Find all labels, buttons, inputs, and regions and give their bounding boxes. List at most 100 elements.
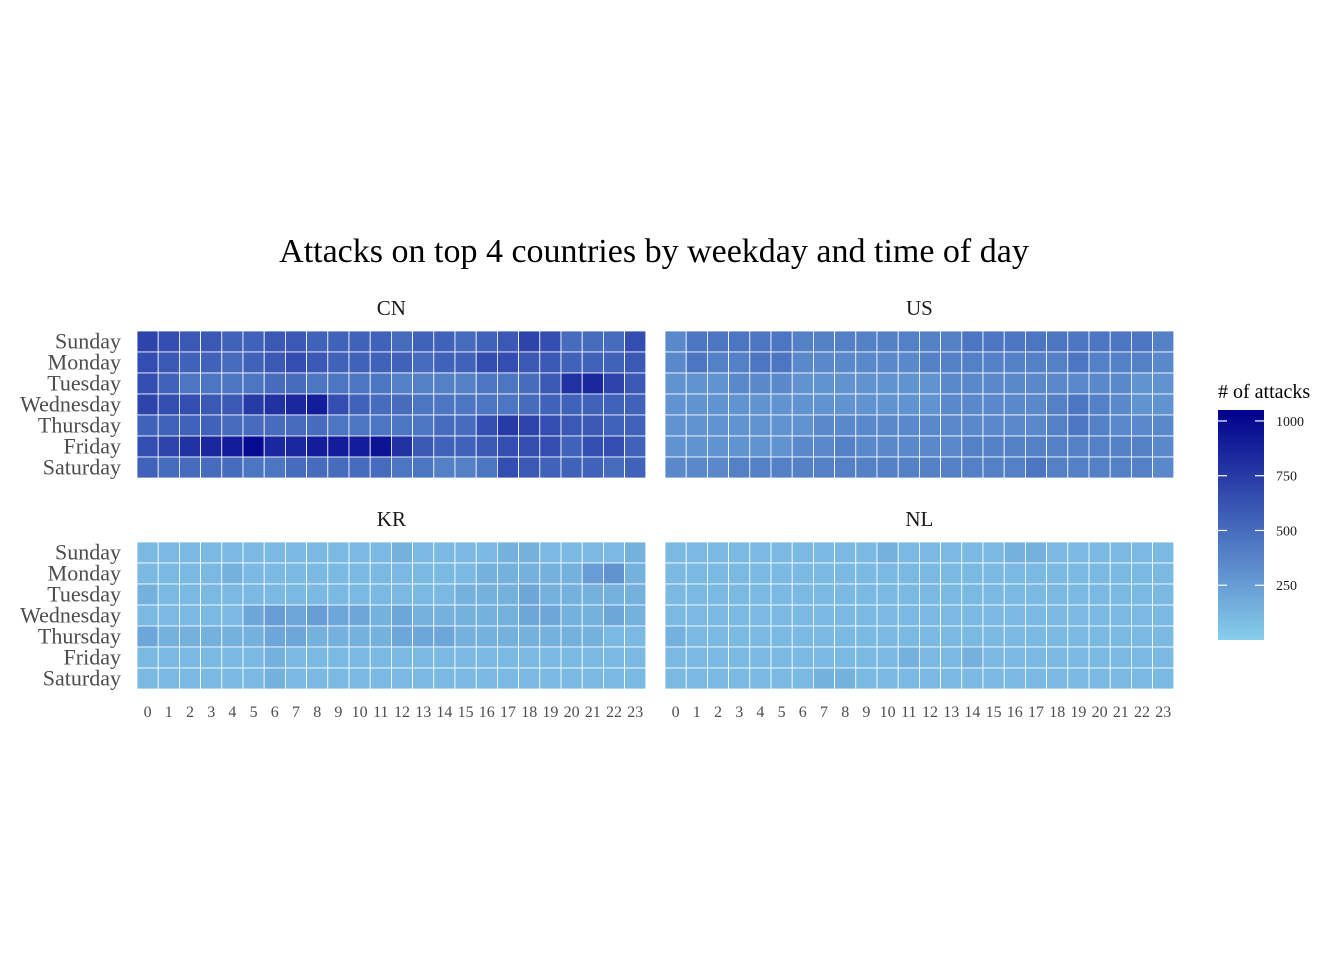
heatmap-cell xyxy=(454,393,477,416)
heatmap-cell xyxy=(518,625,541,648)
heatmap-cell xyxy=(1046,414,1069,437)
heatmap-cell xyxy=(1152,625,1175,648)
heatmap-cell xyxy=(664,541,687,564)
heatmap-cell xyxy=(581,414,604,437)
heatmap-cell xyxy=(813,646,836,669)
heatmap-cell xyxy=(454,351,477,374)
x-tick-label: 4 xyxy=(228,704,236,721)
heatmap-cell xyxy=(919,583,942,606)
heatmap-cell xyxy=(603,562,626,585)
heatmap-cell xyxy=(263,541,286,564)
heatmap-cell xyxy=(1131,393,1154,416)
panel-cn: CN SundayMondayTuesdayWednesdayThursdayFr… xyxy=(20,296,647,480)
x-tick-label: 5 xyxy=(250,704,258,721)
heatmap-cell xyxy=(685,667,708,690)
heatmap-cell xyxy=(791,583,814,606)
heatmap-cell xyxy=(961,646,984,669)
heatmap-cell xyxy=(685,351,708,374)
heatmap-cell xyxy=(813,562,836,585)
heatmap-cell xyxy=(412,351,435,374)
heatmap-cell xyxy=(221,562,244,585)
heatmap-cell xyxy=(685,393,708,416)
heatmap-cell xyxy=(178,414,201,437)
heatmap-cell xyxy=(707,562,730,585)
heatmap-cell xyxy=(390,646,413,669)
heatmap-cell xyxy=(749,435,772,458)
y-tick-label: Tuesday xyxy=(47,582,121,607)
heatmap-cell xyxy=(961,583,984,606)
x-tick-label: 19 xyxy=(1070,704,1086,721)
heatmap-cell xyxy=(940,456,963,479)
heatmap-cell xyxy=(707,456,730,479)
heatmap-cell xyxy=(560,541,583,564)
heatmap-cell xyxy=(897,456,920,479)
heatmap-cell xyxy=(982,372,1005,395)
heatmap-cell xyxy=(707,435,730,458)
heatmap-cell xyxy=(369,330,392,353)
heatmap-cell xyxy=(581,646,604,669)
heatmap-cell xyxy=(940,414,963,437)
heatmap-cell xyxy=(221,435,244,458)
heatmap-cell xyxy=(539,330,562,353)
heatmap-cell xyxy=(433,456,456,479)
heatmap-cell xyxy=(1003,562,1026,585)
heatmap-cell xyxy=(876,667,899,690)
heatmap-cell xyxy=(1003,351,1026,374)
heatmap-cell xyxy=(221,414,244,437)
heatmap-cell xyxy=(707,393,730,416)
heatmap-cell xyxy=(664,562,687,585)
heatmap-cell xyxy=(242,541,265,564)
heatmap-cell xyxy=(1088,372,1111,395)
heatmap-cell xyxy=(263,583,286,606)
heatmap-cell xyxy=(1131,604,1154,627)
legend-tick-label: 1000 xyxy=(1276,415,1304,430)
heatmap-cell xyxy=(136,604,159,627)
heatmap-cell xyxy=(306,625,329,648)
heatmap-cell xyxy=(1067,393,1090,416)
heatmap-cell xyxy=(518,456,541,479)
x-tick-label: 17 xyxy=(1028,704,1044,721)
heatmap-cell xyxy=(306,583,329,606)
heatmap-cell xyxy=(369,562,392,585)
heatmap-cell xyxy=(412,667,435,690)
heatmap-cell xyxy=(1131,646,1154,669)
heatmap-cell xyxy=(876,604,899,627)
heatmap-cell xyxy=(749,625,772,648)
heatmap-cell xyxy=(707,667,730,690)
heatmap-cell xyxy=(242,667,265,690)
heatmap-cell xyxy=(433,667,456,690)
heatmap-cell xyxy=(897,562,920,585)
heatmap-cell xyxy=(1003,667,1026,690)
heatmap-cell xyxy=(982,351,1005,374)
heatmap-cell xyxy=(982,435,1005,458)
heatmap-cell xyxy=(560,583,583,606)
heatmap-cell xyxy=(433,435,456,458)
heatmap-cell xyxy=(1152,372,1175,395)
heatmap-cell xyxy=(813,625,836,648)
x-tick-label: 5 xyxy=(778,704,786,721)
heatmap-cell xyxy=(221,541,244,564)
x-tick-label: 10 xyxy=(880,704,896,721)
heatmap-cell xyxy=(664,351,687,374)
heatmap-cell xyxy=(284,646,307,669)
heatmap-cell xyxy=(707,351,730,374)
heatmap-cell xyxy=(200,667,223,690)
heatmap-cell xyxy=(685,541,708,564)
heatmap-cell xyxy=(560,604,583,627)
heatmap-cell xyxy=(454,625,477,648)
heatmap-cell xyxy=(390,562,413,585)
heatmap-cell xyxy=(539,646,562,669)
heatmap-cell xyxy=(961,604,984,627)
heatmap-cell xyxy=(834,456,857,479)
heatmap-cell xyxy=(348,351,371,374)
heatmap-cell xyxy=(327,414,350,437)
heatmap-cell xyxy=(178,583,201,606)
heatmap-cell xyxy=(496,646,519,669)
heatmap-cell xyxy=(855,414,878,437)
heatmap-cell xyxy=(178,604,201,627)
heatmap-cell xyxy=(664,393,687,416)
heatmap-cell xyxy=(412,372,435,395)
heatmap-cell xyxy=(475,372,498,395)
heatmap-cell xyxy=(813,393,836,416)
x-tick-label: 6 xyxy=(271,704,279,721)
